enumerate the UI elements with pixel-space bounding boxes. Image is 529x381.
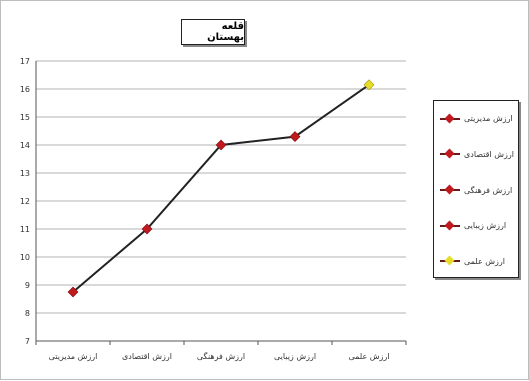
x-tick-label: ارزش فرهنگی bbox=[197, 351, 245, 361]
data-point bbox=[363, 79, 375, 91]
data-point bbox=[289, 131, 301, 143]
data-point bbox=[141, 223, 153, 235]
legend-marker-icon bbox=[440, 184, 460, 195]
legend-item: ارزش مدیریتی bbox=[440, 112, 514, 126]
x-tick-label: ارزش زیبایی bbox=[274, 352, 316, 361]
y-tick-label: 7 bbox=[25, 337, 30, 346]
y-tick-label: 15 bbox=[20, 113, 30, 122]
legend-item: ارزش علمی bbox=[440, 254, 514, 268]
x-tick-label: ارزش علمی bbox=[349, 352, 390, 361]
y-tick-label: 10 bbox=[20, 253, 30, 262]
legend-marker-icon bbox=[440, 220, 460, 231]
y-tick-label: 9 bbox=[25, 281, 30, 290]
chart-title: قلعه بهستان bbox=[181, 19, 245, 45]
y-tick-label: 12 bbox=[20, 197, 30, 206]
data-point bbox=[67, 286, 79, 298]
legend-label: ارزش مدیریتی bbox=[464, 114, 513, 124]
y-tick-label: 13 bbox=[20, 169, 30, 178]
legend-marker-icon bbox=[440, 148, 460, 159]
legend-item: ارزش زیبایی bbox=[440, 219, 514, 233]
y-tick-label: 14 bbox=[20, 141, 30, 150]
y-tick-label: 8 bbox=[25, 309, 30, 318]
legend-item: ارزش فرهنگی bbox=[440, 183, 514, 197]
y-tick-label: 16 bbox=[20, 85, 30, 94]
legend-marker-icon bbox=[440, 113, 460, 124]
y-tick-label: 17 bbox=[20, 57, 30, 66]
legend-label: ارزش اقتصادی bbox=[464, 149, 514, 159]
series-line bbox=[72, 83, 370, 293]
x-tick-label: ارزش اقتصادی bbox=[122, 352, 172, 361]
legend-label: ارزش علمی bbox=[464, 256, 505, 266]
legend-label: ارزش زیبایی bbox=[464, 221, 507, 231]
legend-label: ارزش فرهنگی bbox=[464, 185, 513, 195]
legend-marker-icon bbox=[440, 255, 460, 266]
y-tick-label: 11 bbox=[20, 225, 30, 234]
x-tick-label: ارزش مدیریتی bbox=[49, 352, 98, 361]
legend-item: ارزش اقتصادی bbox=[440, 147, 514, 161]
data-point bbox=[215, 139, 227, 151]
chart-legend: ارزش مدیریتی ارزش اقتصادی ارزش فرهنگی ارزش … bbox=[433, 100, 519, 278]
